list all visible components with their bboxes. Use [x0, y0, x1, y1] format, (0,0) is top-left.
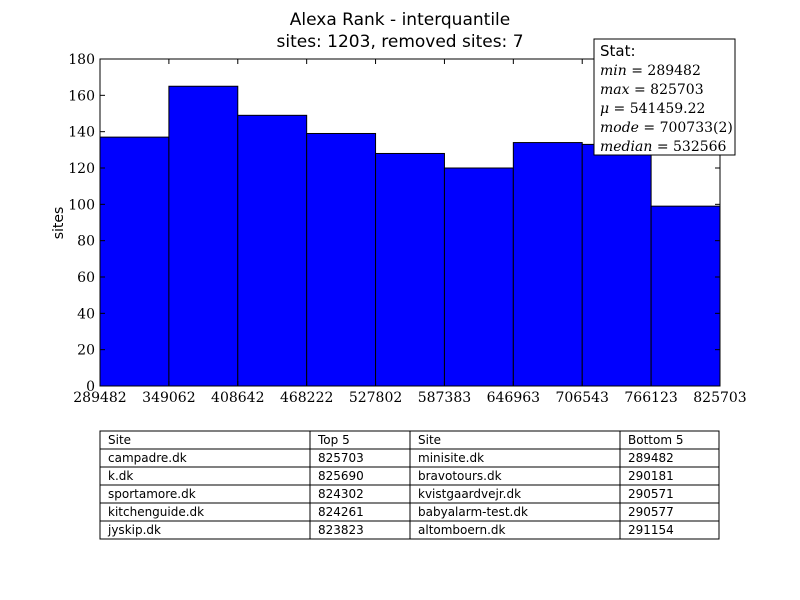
histogram-bar: [650, 205, 721, 387]
histogram-bar: [581, 143, 652, 387]
stat-key: min: [600, 63, 627, 79]
table-cell: jyskip.dk: [107, 523, 161, 537]
stat-key: max: [600, 82, 630, 98]
stat-title: Stat:: [600, 42, 636, 60]
table-cell: altomboern.dk: [418, 523, 506, 537]
y-tick-label: 0: [86, 379, 95, 395]
plot-frame: [99, 58, 721, 387]
stat-line: μ = 541459.22: [600, 101, 705, 117]
y-axis-label: sites: [51, 207, 67, 240]
histogram-bar: [375, 152, 445, 387]
stat-value: = 700733(2): [639, 120, 733, 136]
histogram-bar: [168, 85, 239, 387]
table-header-cell: Bottom 5: [628, 433, 683, 447]
table-cell: 291154: [628, 523, 674, 537]
chart-title: Alexa Rank - interquantile: [290, 10, 510, 30]
table-cell: sportamore.dk: [108, 487, 196, 501]
histogram-bar: [99, 136, 170, 387]
x-tick-label: 825703: [693, 390, 746, 406]
y-tick-label: 160: [68, 88, 95, 104]
stat-line: median = 532566: [600, 139, 727, 155]
table-cell: 290571: [628, 487, 674, 501]
stat-value: = 532566: [652, 139, 726, 155]
x-tick-label: 349062: [142, 390, 195, 406]
stat-key: median: [600, 139, 652, 155]
stat-value: = 825703: [630, 82, 704, 98]
x-tick-label: 527802: [349, 390, 402, 406]
table-header-cell: Top 5: [317, 433, 350, 447]
x-tick-label: 408642: [211, 390, 264, 406]
x-tick-label: 468222: [280, 390, 333, 406]
histogram-bar: [443, 167, 514, 387]
x-tick-label: 706543: [555, 390, 608, 406]
stats-table: Site Top 5 Site Bottom 5 campadre.dk 825703 mi…: [99, 430, 720, 540]
x-tick-label: 587383: [418, 390, 471, 406]
table-cell: kvistgaardvejr.dk: [418, 487, 521, 501]
table-cell: 289482: [628, 451, 674, 465]
stat-value: = 541459.22: [609, 101, 705, 117]
stat-line: max = 825703: [600, 82, 704, 98]
histogram-bar: [237, 114, 308, 387]
stat-box-frame: [593, 38, 736, 156]
table-cell: babyalarm-test.dk: [418, 505, 528, 519]
y-ticks: 0 20 40 60 80 100 120 140 160 180: [68, 52, 720, 395]
x-ticks: 289482 349062 408642 468222 527802 587383 6469…: [73, 59, 747, 406]
x-tick-label: 646963: [487, 390, 540, 406]
table-cell: minisite.dk: [418, 451, 484, 465]
y-tick-label: 60: [77, 270, 95, 286]
histogram-bar: [306, 132, 377, 387]
stat-value: = 289482: [627, 63, 701, 79]
table-cell: 824261: [318, 505, 364, 519]
bars-group: [99, 85, 721, 387]
stat-line: min = 289482: [600, 63, 701, 79]
y-tick-label: 80: [77, 234, 95, 250]
y-tick-label: 140: [68, 125, 95, 141]
y-tick-label: 100: [68, 197, 95, 213]
x-tick-label: 766123: [624, 390, 677, 406]
chart-subtitle: sites: 1203, removed sites: 7: [276, 32, 523, 52]
table-cell: 825690: [318, 469, 364, 483]
table-cell: 823823: [318, 523, 364, 537]
table-header-cell: Site: [418, 433, 441, 447]
x-tick-label: 289482: [73, 390, 126, 406]
stat-key: mode: [600, 120, 639, 136]
table-cell: kitchenguide.dk: [108, 505, 204, 519]
y-tick-label: 180: [68, 52, 95, 68]
stat-line: mode = 700733(2): [600, 120, 733, 136]
table-cell: campadre.dk: [108, 451, 187, 465]
y-tick-label: 20: [77, 343, 95, 359]
y-tick-label: 40: [77, 306, 95, 322]
stat-box: Stat: min = 289482 max = 825703 μ = 541459…: [593, 38, 736, 156]
table-cell: 825703: [318, 451, 364, 465]
histogram-bar: [512, 142, 583, 387]
table-cell: bravotours.dk: [418, 469, 502, 483]
table-cell: 290577: [628, 505, 674, 519]
stat-key: μ: [600, 101, 609, 117]
table-header-cell: Site: [108, 433, 131, 447]
table-cell: k.dk: [108, 469, 133, 483]
y-tick-label: 120: [68, 161, 95, 177]
table-cell: 824302: [318, 487, 364, 501]
table-cell: 290181: [628, 469, 674, 483]
